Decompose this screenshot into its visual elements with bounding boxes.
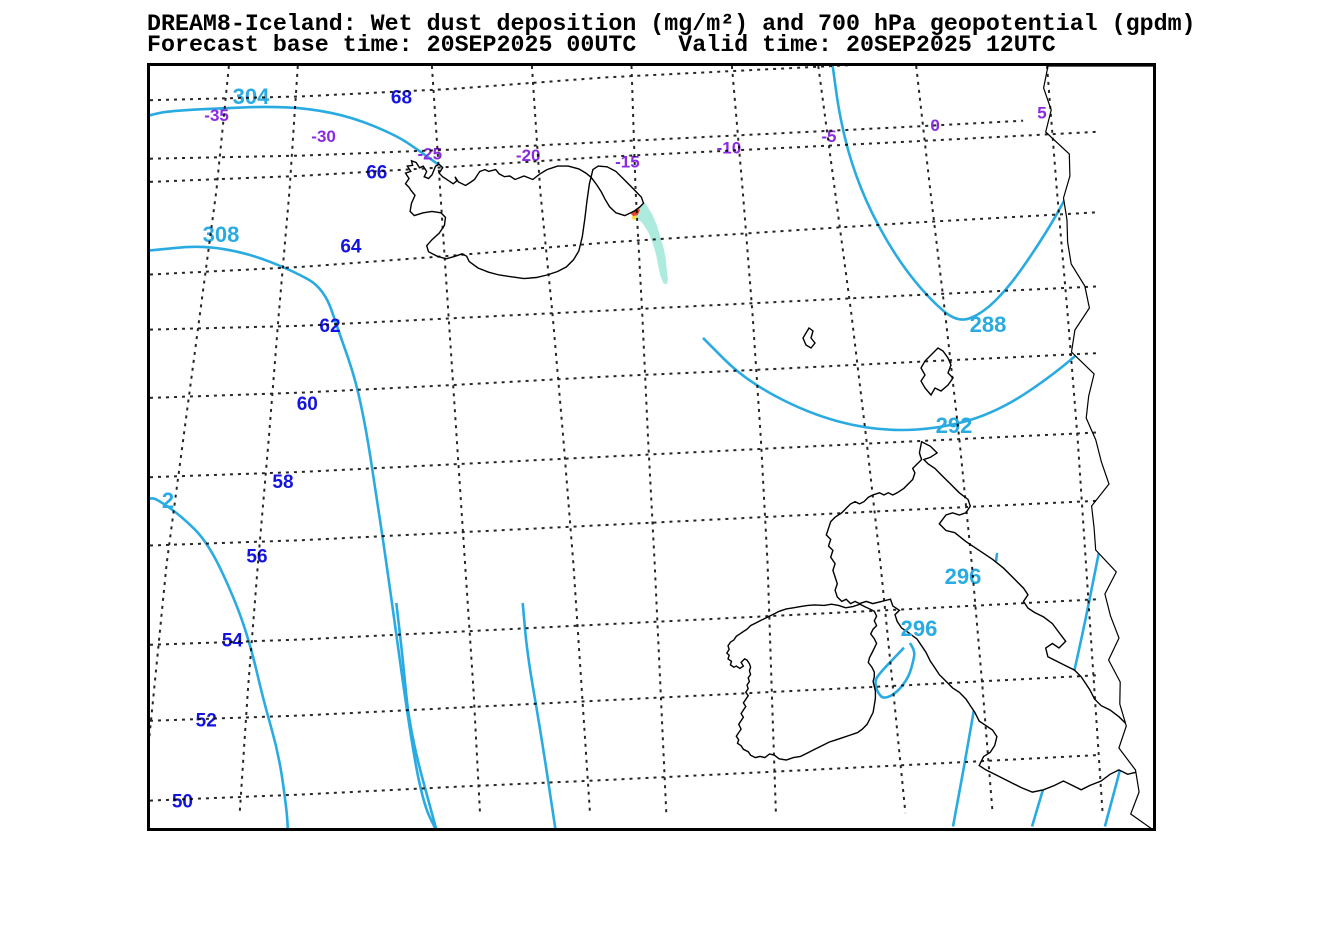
svg-text:60: 60	[297, 394, 318, 415]
svg-text:308: 308	[203, 222, 240, 247]
svg-text:5: 5	[1037, 104, 1046, 123]
svg-text:-35: -35	[204, 106, 229, 125]
svg-text:-30: -30	[311, 127, 336, 146]
svg-text:-15: -15	[615, 152, 640, 171]
svg-text:68: 68	[391, 87, 412, 108]
svg-text:-10: -10	[717, 139, 742, 158]
svg-text:50: 50	[172, 792, 193, 813]
svg-text:292: 292	[936, 413, 973, 438]
svg-text:64: 64	[340, 237, 362, 258]
svg-text:288: 288	[970, 312, 1007, 337]
svg-text:52: 52	[196, 711, 217, 732]
svg-text:58: 58	[272, 472, 293, 493]
svg-text:66: 66	[366, 163, 387, 184]
svg-text:2: 2	[162, 488, 174, 513]
svg-text:56: 56	[246, 546, 267, 567]
svg-text:296: 296	[901, 616, 938, 641]
svg-text:-5: -5	[821, 127, 836, 146]
svg-text:296: 296	[945, 564, 982, 589]
svg-text:62: 62	[319, 316, 340, 337]
